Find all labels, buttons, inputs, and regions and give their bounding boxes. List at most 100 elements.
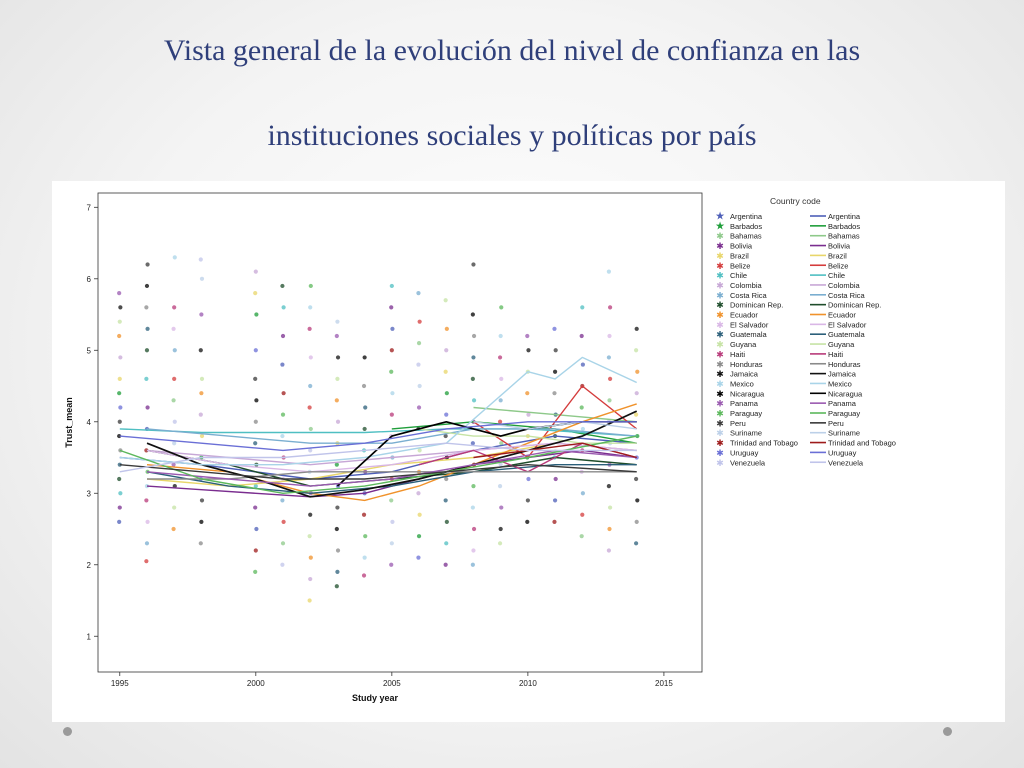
data-point (280, 362, 285, 367)
scatter-points (117, 255, 640, 603)
data-point (363, 534, 368, 539)
data-point (579, 333, 584, 339)
data-point (498, 398, 503, 403)
data-point (145, 262, 150, 267)
data-point (144, 541, 150, 546)
data-point (525, 391, 530, 396)
legend-marker-icon: ✱ (716, 321, 724, 331)
data-point (280, 283, 285, 289)
legend-marker-label: Brazil (730, 251, 749, 260)
data-point (470, 441, 475, 446)
data-point (526, 412, 531, 417)
data-point (362, 426, 367, 432)
data-point (417, 448, 422, 453)
legend-marker-icon: ✱ (716, 459, 724, 469)
data-point (607, 333, 612, 339)
data-point (634, 391, 639, 396)
legend-line-label: Paraguay (828, 409, 860, 418)
data-point (118, 491, 123, 496)
legend-marker-icon: ✱ (716, 262, 724, 272)
legend-marker-icon: ★ (715, 210, 725, 223)
legend-line-label: Bolivia (828, 242, 851, 251)
data-point (470, 562, 475, 567)
legend-marker-label: Uruguay (730, 448, 759, 457)
legend-marker-label: Honduras (730, 360, 763, 369)
y-axis-label: Trust_mean (64, 397, 74, 448)
data-point (334, 526, 339, 532)
data-point (444, 348, 449, 353)
data-point (552, 498, 558, 503)
data-point (525, 333, 530, 339)
legend-marker-label: Barbados (730, 222, 762, 231)
data-point (444, 391, 449, 396)
legend-marker-icon: ✱ (716, 341, 724, 351)
legend-marker-icon: ✱ (716, 390, 724, 400)
legend-marker-icon: ✱ (716, 439, 724, 449)
data-point (525, 519, 530, 524)
data-point (253, 505, 258, 510)
data-point (335, 569, 340, 575)
data-point (172, 305, 177, 310)
data-point (498, 526, 503, 532)
legend-marker-label: Haiti (730, 350, 745, 359)
data-point (172, 376, 177, 381)
legend-marker-icon: ✱ (716, 291, 724, 301)
legend-marker-label: Peru (730, 419, 746, 428)
data-point (497, 541, 503, 546)
data-point (607, 505, 613, 510)
x-tick-label: 2015 (655, 679, 673, 688)
data-point (335, 319, 340, 324)
legend-line-label: Belize (828, 261, 848, 270)
data-point (416, 555, 421, 560)
data-point (361, 573, 367, 578)
slide-title-line-2: instituciones sociales y políticas por p… (267, 119, 757, 152)
data-point (443, 298, 448, 303)
data-point (308, 576, 313, 582)
data-point (144, 376, 149, 381)
data-point (307, 534, 312, 539)
data-point (308, 426, 313, 432)
data-point (498, 462, 503, 467)
data-point (634, 348, 639, 353)
data-point (335, 548, 341, 553)
data-point (363, 405, 368, 410)
data-point (198, 348, 203, 353)
data-point (580, 362, 585, 367)
legend-marker-icon: ✱ (716, 311, 724, 321)
data-point (389, 283, 394, 289)
series-line (146, 464, 637, 494)
data-point (335, 505, 340, 510)
trust-chart: 1995 2000 2005 2010 2015 1 2 3 4 5 6 7 Study year Tru… (64, 192, 896, 703)
data-point (580, 426, 585, 432)
legend-marker-label: Panama (730, 399, 759, 408)
data-point (471, 484, 476, 489)
data-point (334, 584, 339, 589)
legend-line-label: Dominican Rep. (828, 301, 881, 310)
y-tick-label: 1 (87, 632, 92, 641)
data-point (552, 369, 558, 374)
data-point (607, 526, 612, 532)
data-point (470, 376, 475, 381)
data-point (117, 519, 122, 524)
next-slide-dot[interactable] (943, 727, 952, 736)
data-point (634, 455, 639, 460)
legend-marker-icon: ✱ (716, 281, 724, 291)
data-point (253, 376, 258, 381)
data-point (117, 333, 122, 339)
data-point (444, 476, 449, 482)
data-point (307, 598, 312, 603)
legend-marker-icon: ✱ (716, 242, 724, 252)
data-point (172, 419, 177, 424)
legend-line-label: Mexico (828, 379, 852, 388)
legend-marker-icon: ✱ (716, 360, 724, 370)
legend-marker-icon: ✱ (716, 331, 724, 341)
data-point (254, 312, 259, 317)
x-tick-label: 2010 (519, 679, 537, 688)
data-point (390, 519, 395, 524)
y-tick-label: 7 (87, 203, 92, 212)
data-point (117, 433, 122, 439)
legend-marker-label: Trinidad and Tobago (730, 439, 798, 448)
prev-slide-dot[interactable] (63, 727, 72, 736)
slide-title: Vista general de la evolución del nivel … (40, 36, 984, 151)
slide-title-line-1: Vista general de la evolución del nivel … (163, 34, 861, 67)
